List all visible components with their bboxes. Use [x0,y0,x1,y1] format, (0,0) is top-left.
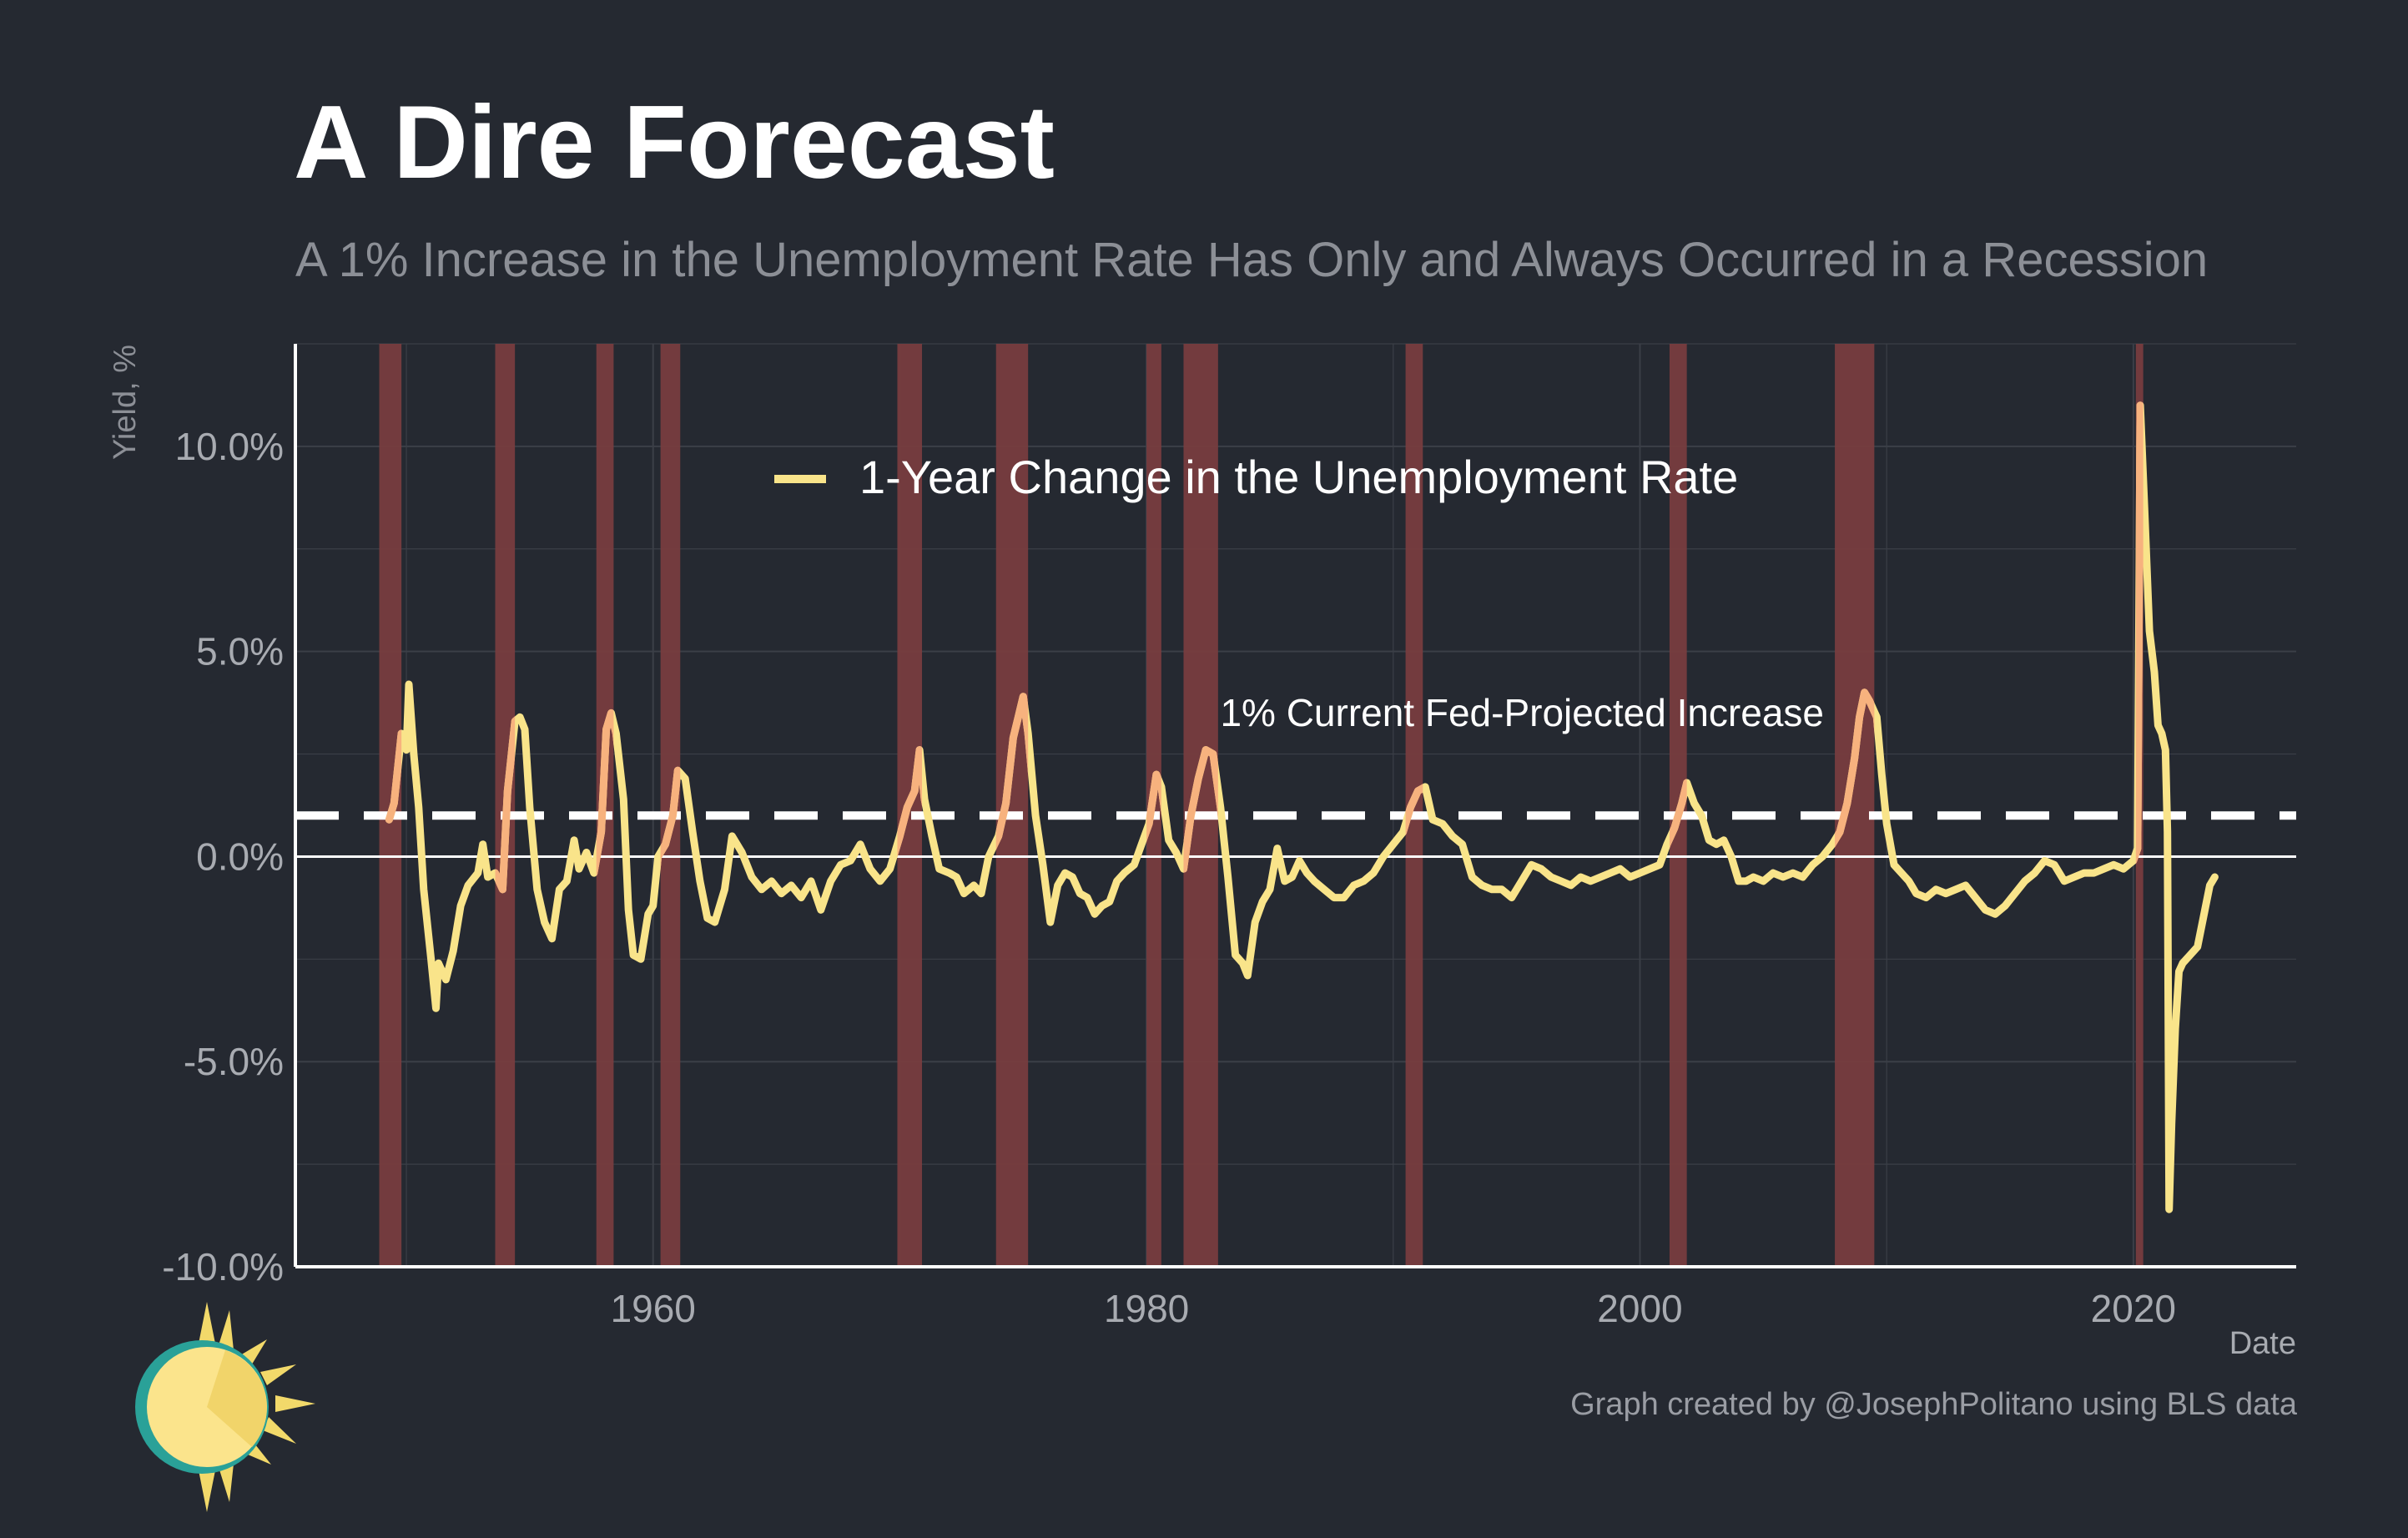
legend: 1-Year Change in the Unemployment Rate [774,451,1738,503]
y-tick-label: -10.0% [162,1245,284,1288]
x-tick-label: 2000 [1597,1287,1682,1330]
sun-shade [207,1350,267,1447]
source-caption: Graph created by @JosephPolitano using B… [1570,1387,2297,1422]
reference-line: 1% Current Fed-Projected Increase [295,691,2296,820]
recession-band [1835,344,1875,1267]
y-tick-label: -5.0% [184,1040,284,1083]
axis-labels: -10.0% -5.0% 0.0% 5.0% 10.0% 1960 1980 2000 2020… [108,345,2296,1361]
x-tick-label: 1980 [1104,1287,1189,1330]
series-group [385,401,2219,1213]
x-axis-title: Date [2229,1326,2296,1361]
y-tick-label: 10.0% [175,425,284,468]
legend-label: 1-Year Change in the Unemployment Rate [859,451,1738,503]
sun-logo-icon [135,1302,315,1512]
sun-rays [199,1302,315,1512]
chart-subtitle: A 1% Increase in the Unemployment Rate H… [295,233,2209,287]
x-tick-label: 2020 [2091,1287,2176,1330]
y-axis-title: Yield, % [108,345,143,460]
y-tick-label: 0.0% [196,835,284,878]
series-line-unemployment-change [385,401,2219,1213]
y-tick-label: 5.0% [196,630,284,673]
recession-band [995,344,1029,1267]
chart-title: A Dire Forecast [294,85,1055,200]
axes [294,344,2296,1268]
x-tick-label: 1960 [611,1287,696,1330]
reference-line-label: 1% Current Fed-Projected Increase [1220,691,1824,734]
